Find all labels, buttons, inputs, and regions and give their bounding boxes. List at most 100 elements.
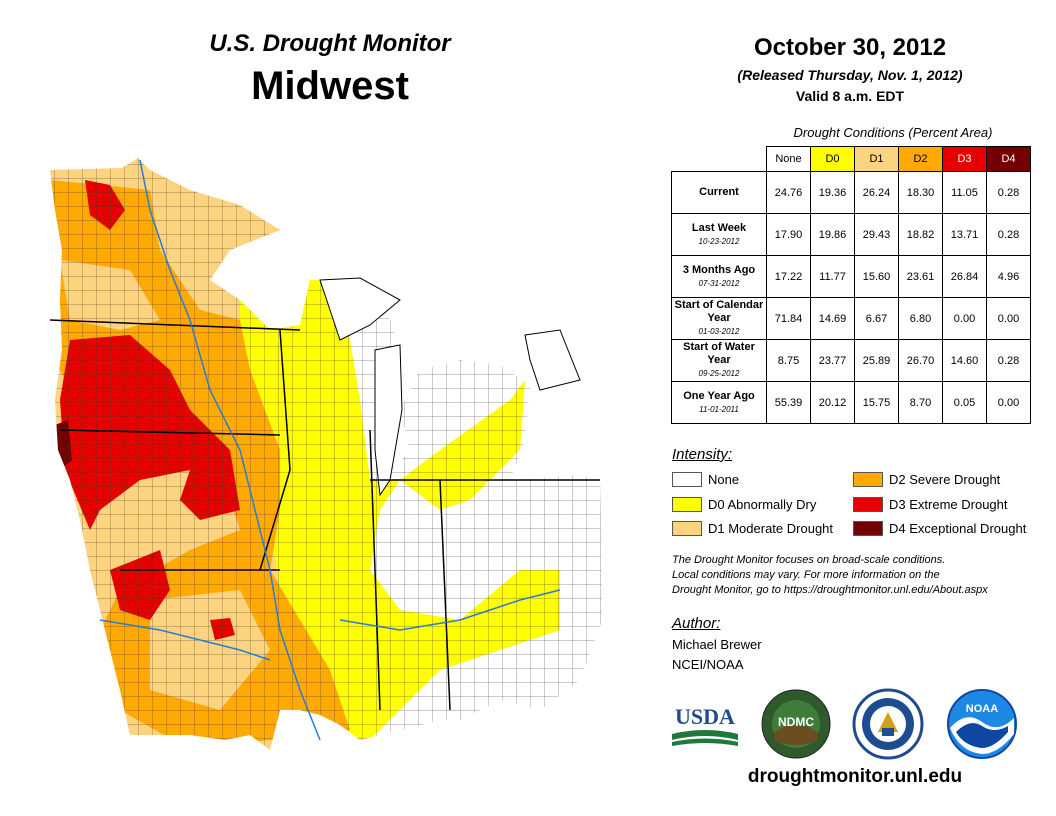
swatch-d1 [672, 521, 702, 536]
usda-logo-swoosh [672, 738, 738, 746]
cell-value: 0.28 [986, 213, 1031, 256]
cell-value: 17.22 [766, 255, 811, 298]
table-row: 3 Months Ago 07-31-2012 17.22 11.77 15.60… [671, 255, 1031, 298]
legend-label: D1 Moderate Drought [708, 521, 834, 536]
drought-conditions-table: None D0 D1 D2 D3 D4 Current 24.76 19.36 … [671, 146, 1031, 424]
legend-item-none: None [672, 472, 739, 487]
legend-item-d0: D0 Abnormally Dry [672, 497, 816, 512]
cell-value: 18.30 [898, 171, 943, 214]
cell-value: 26.84 [942, 255, 987, 298]
ndmc-logo: NDMC [761, 689, 831, 759]
table-corner [672, 147, 767, 172]
ohio-river [339, 589, 561, 631]
commerce-seal [852, 688, 924, 760]
cell-value: 8.75 [766, 339, 811, 382]
legend-label: D3 Extreme Drought [889, 497, 1008, 512]
cell-value: 6.67 [854, 297, 899, 340]
note-line: Local conditions may vary. For more info… [672, 569, 940, 581]
cell-value: 29.43 [854, 213, 899, 256]
drought-map [49, 158, 602, 750]
col-d0: D0 [810, 146, 855, 172]
row-label: 3 Months Ago 07-31-2012 [671, 255, 767, 298]
author-title: Author: [672, 615, 721, 632]
disclaimer-note: The Drought Monitor focuses on broad-sca… [672, 553, 1042, 598]
table-row: Start of Calendar Year 01-03-2012 71.84 1… [671, 297, 1031, 340]
cell-value: 0.05 [942, 381, 987, 424]
usda-logo: USDA [672, 704, 738, 746]
legend-label: D0 Abnormally Dry [708, 497, 817, 512]
cell-value: 19.86 [810, 213, 855, 256]
county-grid [50, 158, 602, 750]
col-d2: D2 [898, 146, 943, 172]
row-label: Start of Water Year 09-25-2012 [671, 339, 767, 382]
cell-value: 19.36 [810, 171, 855, 214]
website-url[interactable]: droughtmonitor.unl.edu [747, 766, 963, 787]
swatch-d2 [853, 472, 883, 487]
table-row: Start of Water Year 09-25-2012 8.75 23.77… [671, 339, 1031, 382]
swatch-d0 [672, 497, 702, 512]
d3-region-bootheel [275, 725, 310, 750]
release-date: (Released Thursday, Nov. 1, 2012) [737, 67, 963, 83]
col-d1: D1 [854, 146, 899, 172]
cell-value: 17.90 [766, 213, 811, 256]
legend-item-d4: D4 Exceptional Drought [853, 521, 1026, 536]
swatch-d3 [853, 497, 883, 512]
note-line: The Drought Monitor focuses on broad-sca… [672, 554, 946, 566]
col-d3: D3 [942, 146, 987, 172]
legend-item-d3: D3 Extreme Drought [853, 497, 1008, 512]
table-caption: Drought Conditions (Percent Area) [793, 125, 993, 140]
cell-value: 4.96 [986, 255, 1031, 298]
cell-value: 0.00 [986, 381, 1031, 424]
cell-value: 0.00 [986, 297, 1031, 340]
cell-value: 6.80 [898, 297, 943, 340]
ndmc-logo-text: NDMC [778, 715, 814, 729]
mississippi-river [139, 159, 321, 741]
cell-value: 26.24 [854, 171, 899, 214]
table-header-row: None D0 D1 D2 D3 D4 [672, 146, 1031, 172]
cell-value: 15.60 [854, 255, 899, 298]
map-date: October 30, 2012 [753, 34, 947, 61]
swatch-none [672, 472, 702, 487]
author-org: NCEI/NOAA [672, 657, 744, 672]
legend-item-d2: D2 Severe Drought [853, 472, 1000, 487]
noaa-logo-text: NOAA [966, 703, 998, 715]
legend-title: Intensity: [672, 446, 733, 463]
cell-value: 20.12 [810, 381, 855, 424]
table-row: Current 24.76 19.36 26.24 18.30 11.05 0.… [671, 171, 1031, 214]
legend-item-d1: D1 Moderate Drought [672, 521, 833, 536]
legend-label: D4 Exceptional Drought [889, 521, 1027, 536]
cell-value: 11.05 [942, 171, 987, 214]
table-row: One Year Ago 11-01-2011 55.39 20.12 15.75… [671, 381, 1031, 424]
lake-huron [524, 329, 581, 391]
cell-value: 55.39 [766, 381, 811, 424]
noaa-logo: NOAA [947, 689, 1017, 759]
cell-value: 11.77 [810, 255, 855, 298]
usda-logo-swoosh [672, 730, 738, 740]
cell-value: 23.61 [898, 255, 943, 298]
row-label: Current [671, 171, 767, 214]
cell-value: 8.70 [898, 381, 943, 424]
legend-label: None [708, 472, 740, 487]
author-name: Michael Brewer [672, 637, 762, 652]
state-borders [49, 319, 600, 711]
row-label: Last Week 10-23-2012 [671, 213, 767, 256]
col-none: None [766, 146, 811, 172]
cell-value: 0.28 [986, 171, 1031, 214]
row-label: One Year Ago 11-01-2011 [671, 381, 767, 424]
cell-value: 18.82 [898, 213, 943, 256]
cell-value: 13.71 [942, 213, 987, 256]
lake-superior [319, 277, 401, 341]
cell-value: 25.89 [854, 339, 899, 382]
table-row: Last Week 10-23-2012 17.90 19.86 29.43 18… [671, 213, 1031, 256]
note-line: Drought Monitor, go to https://droughtmo… [672, 584, 988, 596]
cell-value: 14.69 [810, 297, 855, 340]
usda-logo-text: USDA [675, 704, 735, 729]
cell-value: 26.70 [898, 339, 943, 382]
cell-value: 23.77 [810, 339, 855, 382]
cell-value: 71.84 [766, 297, 811, 340]
valid-time: Valid 8 a.m. EDT [795, 88, 905, 104]
swatch-d4 [853, 521, 883, 536]
col-d4: D4 [986, 146, 1031, 172]
map-subtitle: U.S. Drought Monitor [209, 30, 451, 57]
map-title: Midwest [251, 64, 409, 108]
